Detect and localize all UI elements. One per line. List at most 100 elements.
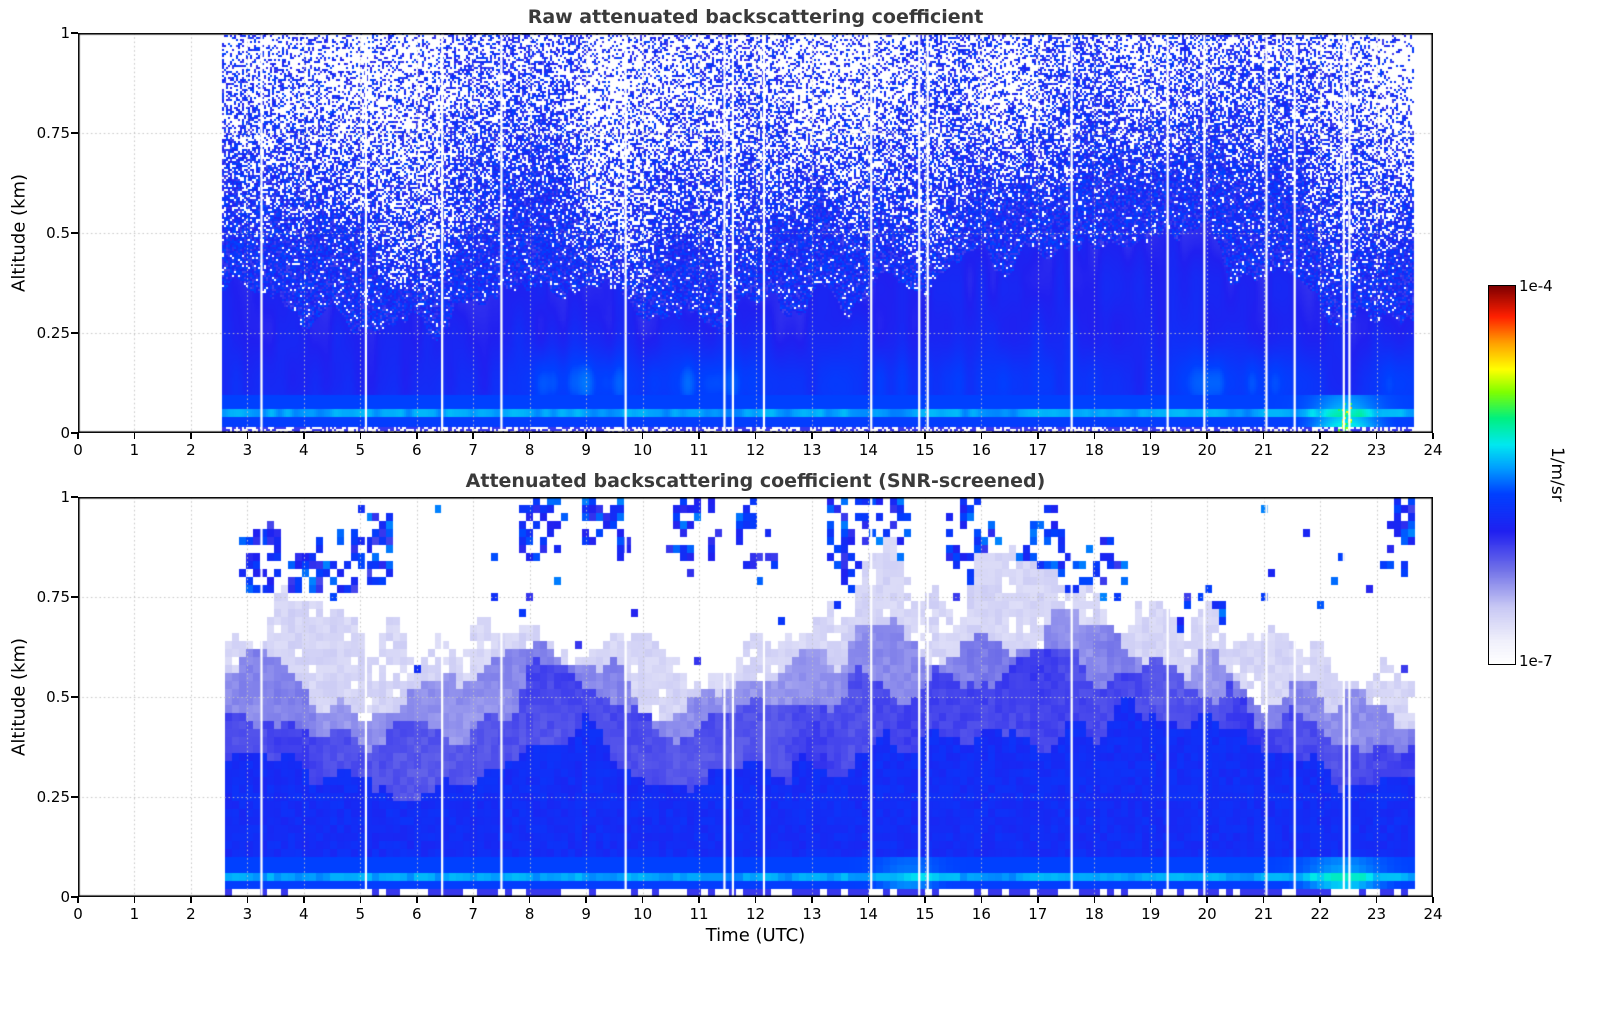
x-tick-label: 24 xyxy=(1423,441,1443,459)
x-tick-label: 9 xyxy=(581,441,591,459)
x-tick-mark xyxy=(811,433,813,439)
x-tick-label: 11 xyxy=(689,441,709,459)
y-tick-label: 1 xyxy=(60,488,70,506)
y-tick-label: 0.5 xyxy=(46,688,70,706)
x-tick-label: 0 xyxy=(73,441,83,459)
x-tick-label: 11 xyxy=(689,905,709,923)
x-tick-mark xyxy=(585,897,587,903)
x-tick-label: 13 xyxy=(802,441,822,459)
x-tick-mark xyxy=(1093,433,1095,439)
x-tick-mark xyxy=(867,897,870,903)
y-tick-label: 0.75 xyxy=(36,588,70,606)
y-tick-label: 1 xyxy=(60,24,70,42)
x-tick-label: 23 xyxy=(1366,441,1387,459)
y-tick-mark xyxy=(71,332,78,334)
x-tick-mark xyxy=(1149,897,1152,903)
x-tick-label: 16 xyxy=(971,441,991,459)
x-tick-mark xyxy=(924,897,926,903)
x-tick-mark xyxy=(1037,433,1039,439)
y-tick-label: 0.5 xyxy=(46,224,70,242)
screened-panel-title: Attenuated backscattering coefficient (S… xyxy=(465,470,1046,492)
x-tick-label: 5 xyxy=(355,905,366,923)
y-tick-mark xyxy=(71,496,78,498)
x-tick-label: 21 xyxy=(1254,905,1274,923)
x-tick-label: 5 xyxy=(355,441,366,459)
x-tick-label: 18 xyxy=(1084,441,1104,459)
x-tick-label: 22 xyxy=(1310,905,1330,923)
colorbar-unit-label: 1/m/sr xyxy=(1547,446,1567,502)
x-tick-mark xyxy=(1149,433,1152,439)
x-tick-mark xyxy=(246,897,249,903)
x-tick-label: 20 xyxy=(1197,905,1217,923)
x-tick-mark xyxy=(1375,897,1378,903)
colorbar-min-label: 1e-7 xyxy=(1519,652,1553,670)
x-tick-mark xyxy=(416,433,418,439)
y-tick-label: 0.75 xyxy=(36,124,70,142)
x-tick-label: 0 xyxy=(73,905,83,923)
y-tick-mark xyxy=(71,32,78,34)
x-tick-label: 6 xyxy=(411,905,422,923)
x-tick-mark xyxy=(190,433,192,439)
x-tick-mark xyxy=(1206,897,1208,903)
x-tick-label: 14 xyxy=(858,441,878,459)
x-tick-label: 19 xyxy=(1141,441,1161,459)
y-tick-mark xyxy=(71,596,78,598)
x-tick-mark xyxy=(1375,433,1378,439)
x-tick-mark xyxy=(698,897,700,903)
x-tick-label: 7 xyxy=(468,441,478,459)
x-tick-mark xyxy=(811,897,813,903)
x-tick-label: 7 xyxy=(468,905,478,923)
x-tick-mark xyxy=(133,433,136,439)
y-tick-mark xyxy=(71,232,78,234)
y-tick-mark xyxy=(71,432,78,434)
x-tick-mark xyxy=(528,897,531,903)
x-tick-mark xyxy=(1432,433,1434,439)
x-tick-label: 17 xyxy=(1028,441,1048,459)
x-tick-label: 6 xyxy=(411,441,422,459)
x-tick-mark xyxy=(77,433,79,439)
x-tick-label: 1 xyxy=(129,441,140,459)
x-tick-label: 23 xyxy=(1366,905,1387,923)
x-tick-mark xyxy=(1319,433,1321,439)
x-tick-label: 21 xyxy=(1254,441,1274,459)
x-tick-label: 8 xyxy=(524,905,535,923)
x-tick-label: 9 xyxy=(581,905,591,923)
x-tick-label: 15 xyxy=(915,905,935,923)
x-tick-mark xyxy=(303,897,305,903)
x-tick-label: 4 xyxy=(299,441,309,459)
x-tick-label: 17 xyxy=(1028,905,1048,923)
x-tick-label: 15 xyxy=(915,441,935,459)
x-tick-mark xyxy=(472,897,474,903)
x-tick-label: 16 xyxy=(971,905,991,923)
screened-heatmap-canvas xyxy=(78,497,1433,897)
y-tick-mark xyxy=(71,796,78,798)
x-tick-label: 14 xyxy=(858,905,878,923)
x-tick-label: 22 xyxy=(1310,441,1330,459)
x-tick-label: 8 xyxy=(524,441,535,459)
x-tick-mark xyxy=(416,897,418,903)
x-tick-mark xyxy=(359,897,362,903)
x-tick-mark xyxy=(133,897,136,903)
y-tick-label: 0.25 xyxy=(36,788,70,806)
y-tick-mark xyxy=(71,896,78,898)
x-tick-mark xyxy=(698,433,700,439)
x-tick-mark xyxy=(754,433,757,439)
x-tick-mark xyxy=(980,433,983,439)
x-tick-label: 24 xyxy=(1423,905,1443,923)
raw-panel-title: Raw attenuated backscattering coefficien… xyxy=(527,6,984,28)
x-tick-mark xyxy=(1319,897,1321,903)
x-tick-mark xyxy=(1093,897,1095,903)
x-tick-mark xyxy=(528,433,531,439)
y-tick-mark xyxy=(71,696,78,698)
x-tick-mark xyxy=(1262,433,1265,439)
x-tick-label: 10 xyxy=(633,441,653,459)
x-tick-mark xyxy=(190,897,192,903)
x-tick-label: 12 xyxy=(745,441,766,459)
x-tick-mark xyxy=(1262,897,1265,903)
x-tick-label: 3 xyxy=(242,441,253,459)
x-tick-label: 12 xyxy=(745,905,766,923)
y-tick-mark xyxy=(71,132,78,134)
colorbar xyxy=(1488,285,1516,665)
x-tick-label: 2 xyxy=(186,905,196,923)
x-tick-mark xyxy=(641,897,644,903)
